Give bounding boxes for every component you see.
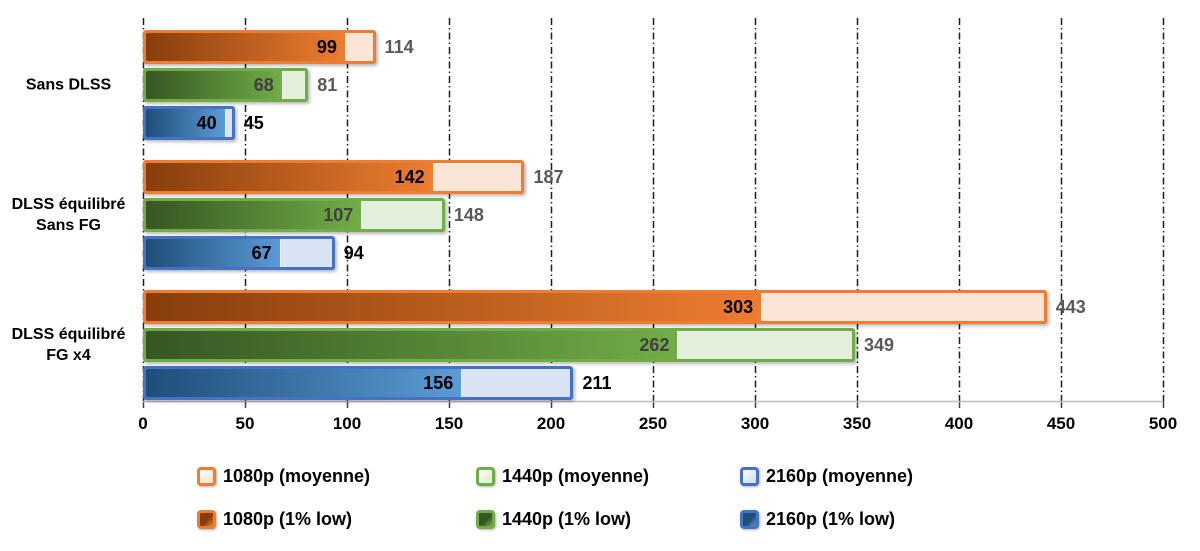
value-label-1pct-low: 40	[196, 112, 217, 133]
bar-segment-1pct-low-1440p: 107	[146, 201, 362, 229]
bar-segment-1pct-low-2160p: 156	[146, 369, 462, 397]
legend-swatch-1080p-moyenne-icon	[197, 467, 216, 486]
bar-segment-1pct-low-1080p: 303	[146, 293, 762, 321]
category-label-line: DLSS équilibré	[11, 196, 126, 213]
value-label-moyenne: 81	[317, 74, 338, 95]
value-label-moyenne: 114	[384, 36, 414, 57]
value-label-moyenne: 187	[533, 166, 564, 187]
legend-label: 2160p (moyenne)	[766, 466, 914, 486]
value-label-moyenne: 211	[582, 372, 612, 393]
legend-item-1440p-moyenne: 1440p (moyenne)	[476, 466, 649, 487]
x-axis-tick-label: 450	[1046, 414, 1076, 433]
legend-item-1440p-low: 1440p (1% low)	[476, 509, 631, 530]
legend-item-1080p-moyenne: 1080p (moyenne)	[197, 466, 370, 487]
legend-label: 1440p (1% low)	[502, 509, 632, 529]
bar-2160p: 67	[143, 236, 335, 270]
legend-swatch-1440p-moyenne-icon	[476, 467, 495, 486]
bar-1440p: 107	[143, 198, 445, 232]
x-axis-tick-label: 400	[944, 414, 974, 433]
bar-1080p: 142	[143, 160, 525, 194]
x-axis-tick-label: 300	[740, 414, 770, 433]
legend-label: 2160p (1% low)	[766, 509, 896, 529]
category-label-line: DLSS équilibré	[11, 326, 126, 343]
category-label: DLSS équilibré FG x4	[0, 324, 137, 366]
value-label-1pct-low: 67	[251, 242, 272, 263]
category-label: Sans DLSS	[0, 75, 137, 96]
x-axis-tick-label: 100	[332, 414, 362, 433]
bar-2160p: 40	[143, 106, 235, 140]
value-label-moyenne: 94	[343, 242, 364, 263]
bar-1080p: 99	[143, 30, 376, 64]
value-label-1pct-low: 142	[394, 166, 425, 187]
value-label-moyenne: 443	[1055, 296, 1086, 317]
category-label-line: FG x4	[46, 347, 91, 364]
bar-segment-1pct-low-1080p: 142	[146, 163, 433, 191]
x-axis-tick-label: 50	[235, 414, 255, 433]
x-axis-tick-label: 500	[1148, 414, 1178, 433]
legend-label: 1080p (1% low)	[223, 509, 353, 529]
bar-1440p: 262	[143, 328, 855, 362]
legend-item-2160p-low: 2160p (1% low)	[740, 509, 895, 530]
bar-segment-1pct-low-2160p: 67	[146, 239, 280, 267]
value-label-1pct-low: 156	[423, 372, 454, 393]
x-axis-tick-label: 150	[434, 414, 464, 433]
legend-swatch-1440p-low-icon	[476, 510, 495, 529]
bar-1080p: 303	[143, 290, 1047, 324]
legend-label: 1440p (moyenne)	[502, 466, 650, 486]
x-axis-tick-label: 250	[638, 414, 668, 433]
value-label-1pct-low: 68	[253, 74, 274, 95]
value-label-1pct-low: 107	[323, 204, 354, 225]
bar-segment-1pct-low-1440p: 68	[146, 71, 282, 99]
x-axis-tick-label: 350	[842, 414, 872, 433]
x-axis-tick-label: 200	[536, 414, 566, 433]
value-label-1pct-low: 303	[723, 296, 754, 317]
category-label-line: Sans FG	[36, 217, 101, 234]
value-label-moyenne: 45	[243, 112, 264, 133]
bar-segment-1pct-low-1440p: 262	[146, 331, 678, 359]
x-axis-tick-label: 0	[138, 414, 148, 433]
category-label-line: Sans DLSS	[25, 76, 112, 94]
bar-2160p: 156	[143, 366, 574, 400]
value-label-moyenne: 349	[863, 334, 894, 355]
legend-item-1080p-low: 1080p (1% low)	[197, 509, 352, 530]
bar-1440p: 68	[143, 68, 309, 102]
legend-swatch-2160p-low-icon	[740, 510, 759, 529]
legend-swatch-2160p-moyenne-icon	[740, 467, 759, 486]
value-label-moyenne: 148	[453, 204, 484, 225]
value-label-1pct-low: 99	[316, 36, 337, 57]
bar-segment-1pct-low-1080p: 99	[146, 33, 345, 61]
legend-label: 1080p (moyenne)	[223, 466, 371, 486]
value-label-1pct-low: 262	[639, 334, 670, 355]
legend-swatch-1080p-low-icon	[197, 510, 216, 529]
category-label: DLSS équilibré Sans FG	[0, 194, 137, 236]
bar-segment-1pct-low-2160p: 40	[146, 109, 225, 137]
legend-item-2160p-moyenne: 2160p (moyenne)	[740, 466, 913, 487]
